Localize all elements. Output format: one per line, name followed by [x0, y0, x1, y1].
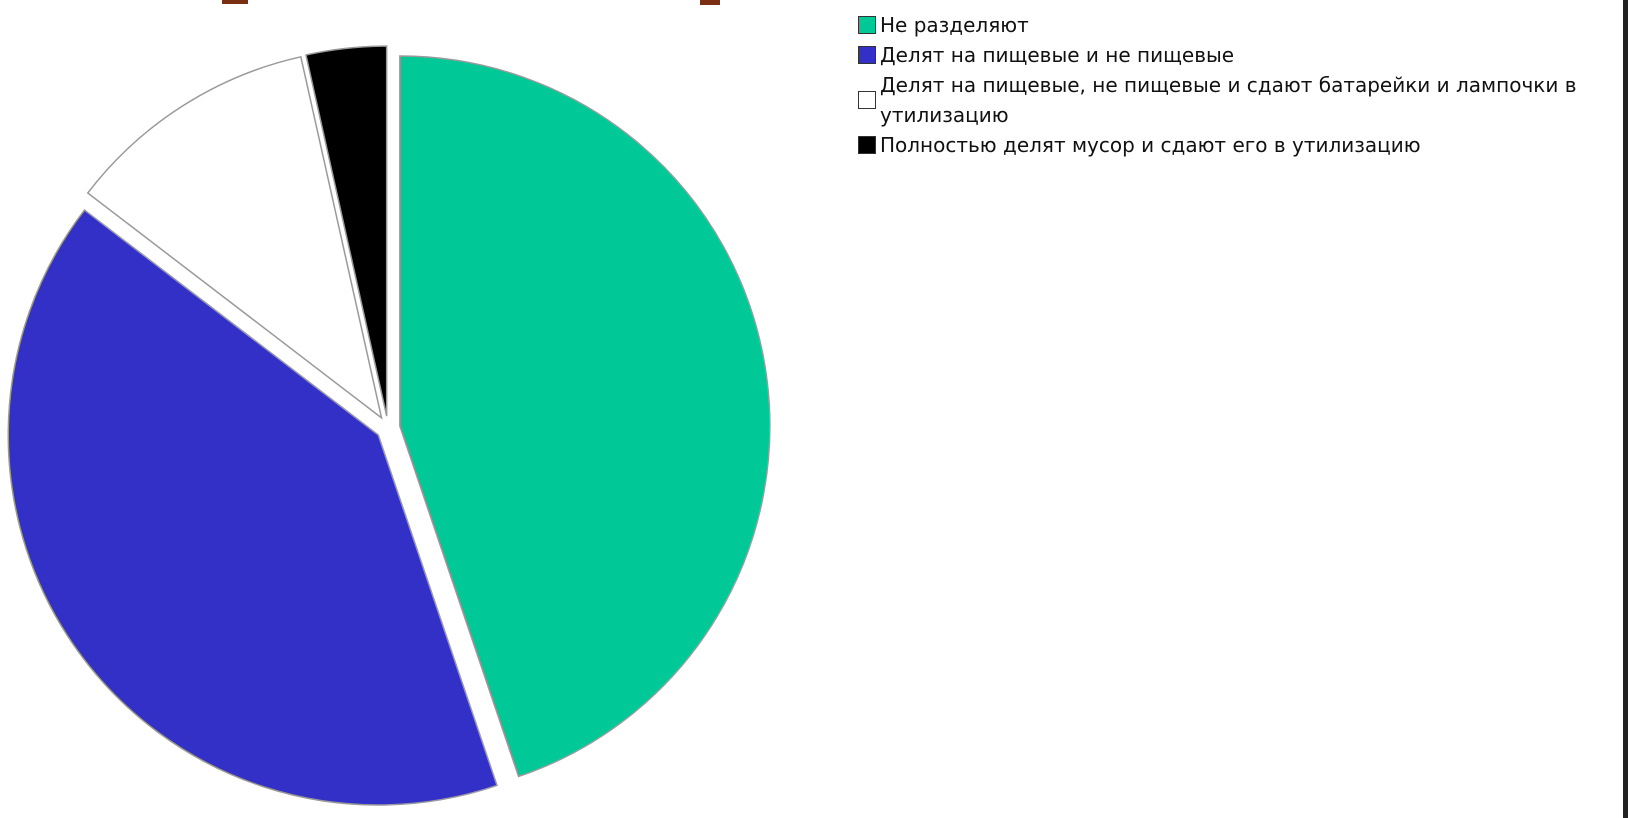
legend-item-full-sorting: Полностью делят мусор и сдают его в утил…: [858, 130, 1628, 160]
pie-slice-batteries-lamps: [86, 55, 383, 420]
legend-label: Делят на пищевые и не пищевые: [880, 43, 1235, 67]
title-remnant-stroke-1: [222, 0, 248, 4]
legend: Не разделяют Делят на пищевые и не пищев…: [858, 10, 1628, 160]
legend-swatch-blue: [858, 46, 876, 64]
title-remnant: [222, 0, 720, 5]
legend-label: Не разделяют: [880, 13, 1029, 37]
legend-swatch-black: [858, 136, 876, 154]
pie-slice-full-sorting: [305, 45, 388, 417]
frame-border: [1623, 0, 1628, 818]
legend-swatch-green: [858, 16, 876, 34]
title-remnant-stroke-2: [700, 0, 720, 5]
pie-slice-food-nonfood: [7, 209, 498, 806]
pie-slice-ne-razdelyayut: [399, 55, 771, 778]
legend-label: Полностью делят мусор и сдают его в утил…: [880, 133, 1421, 157]
legend-label: Делят на пищевые, не пищевые и сдают бат…: [880, 73, 1577, 127]
legend-item-food-nonfood: Делят на пищевые и не пищевые: [858, 40, 1628, 70]
legend-swatch-white: [858, 91, 876, 109]
pie-chart: [7, 45, 771, 806]
legend-item-batteries-lamps: Делят на пищевые, не пищевые и сдают бат…: [858, 70, 1628, 130]
legend-item-ne-razdelyayut: Не разделяют: [858, 10, 1628, 40]
